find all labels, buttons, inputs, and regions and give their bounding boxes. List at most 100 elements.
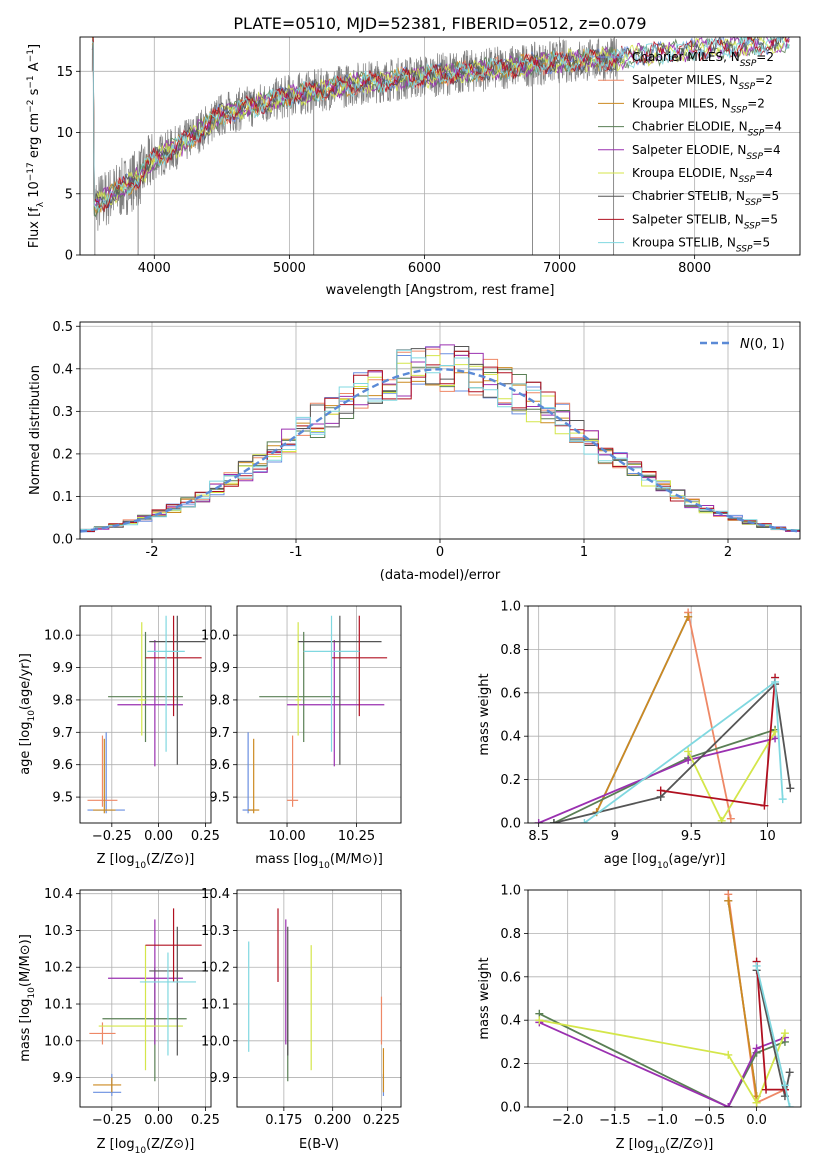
y-tick-label: 10.2 bbox=[201, 961, 230, 976]
y-tick-label: 10.1 bbox=[44, 998, 73, 1013]
plot-area-age_vs_Z bbox=[87, 615, 206, 814]
errorbar-point-6 bbox=[98, 945, 183, 1071]
x-tick-label: 9 bbox=[611, 829, 619, 844]
weight-marker bbox=[726, 814, 735, 823]
y-tick-label: 0.1 bbox=[52, 490, 73, 505]
legend-label: Salpeter MILES, NSSP=2 bbox=[632, 73, 773, 92]
ticks-weight_vs_Z: −2.0 −1.5 −1.0 −0.5 0.0 0.0 0.2 0.4 0.6 0.8 1.0 bbox=[500, 884, 767, 1129]
plot-area-weight_vs_Z bbox=[535, 890, 794, 1107]
y-tick-label: 9.5 bbox=[52, 791, 73, 806]
x-tick-label: 0.225 bbox=[363, 1113, 400, 1128]
x-tick-label: 10.25 bbox=[338, 829, 375, 844]
axes-age_vs_mass: 10.00 10.25 9.5 9.6 9.7 9.8 9.9 10.0 mass [log10… bbox=[201, 605, 402, 871]
ticks-mass_vs_Z: −0.25 0.00 0.25 9.9 10.0 10.1 10.2 10.3 10.4 bbox=[44, 887, 220, 1128]
y-tick-label: 0.4 bbox=[500, 730, 521, 745]
x-tick-label: −1.5 bbox=[599, 1113, 631, 1128]
weight-series-6 bbox=[684, 727, 780, 823]
x-tick-label: -2 bbox=[146, 545, 159, 560]
weight-marker bbox=[780, 1081, 789, 1090]
weight-series-2 bbox=[684, 608, 735, 823]
plot-area-age_vs_mass bbox=[242, 615, 388, 814]
y-axis-label: Flux [fλ 10−17 erg cm−2 s−1 A−1] bbox=[26, 44, 46, 248]
legend-label: Chabrier STELIB, NSSP=5 bbox=[632, 189, 779, 208]
weight-series-5 bbox=[534, 734, 780, 823]
legend: N(0, 1) bbox=[700, 337, 785, 352]
errorbar-point-5 bbox=[287, 640, 385, 767]
x-tick-label: 8000 bbox=[678, 261, 711, 276]
axes-frame bbox=[527, 605, 802, 824]
y-tick-label: 0.8 bbox=[500, 643, 521, 658]
errorbar-point-7 bbox=[298, 615, 382, 765]
x-tick-label: 4000 bbox=[138, 261, 171, 276]
y-tick-label: 9.6 bbox=[52, 758, 73, 773]
y-tick-label: 9.7 bbox=[52, 726, 73, 741]
residual-histogram-8 bbox=[80, 350, 800, 532]
weight-series-3 bbox=[724, 896, 761, 1101]
y-tick-label: 10.4 bbox=[44, 887, 73, 902]
weight-line bbox=[553, 682, 792, 823]
weight-marker bbox=[786, 784, 795, 793]
axes-frame bbox=[79, 889, 212, 1108]
model-spectrum-8 bbox=[92, 37, 790, 213]
axes-frame bbox=[79, 321, 801, 540]
ticks-age_vs_mass: 10.00 10.25 9.5 9.6 9.7 9.8 9.9 10.0 bbox=[201, 629, 375, 844]
errorbar-point-7 bbox=[149, 615, 206, 765]
grid-age_vs_mass bbox=[237, 606, 401, 823]
weight-line bbox=[727, 900, 758, 1097]
x-tick-label: -1 bbox=[290, 545, 303, 560]
y-tick-label: 10.4 bbox=[201, 887, 230, 902]
x-tick-label: 6000 bbox=[408, 261, 441, 276]
weight-marker bbox=[762, 1085, 771, 1094]
x-tick-label: 0 bbox=[436, 545, 444, 560]
y-tick-label: 0.3 bbox=[52, 405, 73, 420]
x-tick-label: 0.25 bbox=[191, 829, 220, 844]
y-tick-label: 0.2 bbox=[500, 1057, 521, 1072]
y-tick-label: 10.2 bbox=[44, 961, 73, 976]
plot-area-weight_vs_age bbox=[534, 608, 795, 823]
x-tick-label: 0.175 bbox=[265, 1113, 302, 1128]
weight-marker bbox=[724, 1050, 733, 1059]
gaussian-curve bbox=[80, 368, 798, 533]
y-tick-label: 0.0 bbox=[52, 533, 73, 548]
weight-line bbox=[583, 680, 784, 823]
x-tick-label: 1 bbox=[580, 545, 588, 560]
ticks-weight_vs_age: 8.5 9 9.5 10 0.0 0.2 0.4 0.6 0.8 1.0 bbox=[500, 600, 775, 845]
errorbar-point-2 bbox=[87, 735, 118, 807]
weight-marker bbox=[580, 819, 589, 823]
legend-label: N(0, 1) bbox=[740, 337, 785, 352]
x-tick-label: −0.25 bbox=[92, 1113, 132, 1128]
y-tick-label: 5 bbox=[65, 187, 73, 202]
x-tick-label: 0.200 bbox=[314, 1113, 351, 1128]
weight-marker bbox=[785, 1103, 794, 1107]
x-tick-label: −1.0 bbox=[646, 1113, 678, 1128]
y-tick-label: 1.0 bbox=[500, 884, 521, 899]
y-tick-label: 9.9 bbox=[209, 661, 230, 676]
axes-spectrum: 4000 5000 6000 7000 8000 0 5 10 15 Chabrier MILES… bbox=[26, 36, 801, 298]
model-spectrum-5 bbox=[91, 37, 790, 207]
x-tick-label: −2.0 bbox=[552, 1113, 584, 1128]
model-spectrum-9 bbox=[91, 37, 790, 213]
ticks-spectrum: 4000 5000 6000 7000 8000 0 5 10 15 bbox=[56, 65, 711, 276]
observed-spectrum-line bbox=[91, 37, 618, 231]
errorbar-point-3 bbox=[248, 738, 260, 814]
weight-series-9 bbox=[752, 961, 794, 1107]
x-axis-label: Z [log10(Z/Z⊙)] bbox=[97, 1137, 195, 1156]
y-tick-label: 9.9 bbox=[209, 1071, 230, 1086]
errorbar-point-8 bbox=[331, 615, 388, 717]
weight-line bbox=[553, 728, 776, 823]
y-tick-label: 0.6 bbox=[500, 970, 521, 985]
axes-frame bbox=[79, 36, 801, 256]
y-tick-label: 9.5 bbox=[209, 791, 230, 806]
y-tick-label: 0.5 bbox=[52, 320, 73, 335]
weight-line bbox=[687, 612, 732, 819]
errorbar-point-4 bbox=[108, 631, 183, 743]
weight-series-8 bbox=[656, 673, 780, 810]
weight-series-6 bbox=[535, 1016, 789, 1107]
x-axis-label: mass [log10(M/M⊙)] bbox=[255, 852, 383, 871]
legend: Chabrier MILES, NSSP=2 Salpeter MILES, NS… bbox=[598, 50, 782, 255]
weight-marker bbox=[724, 896, 733, 905]
errorbar-point-1 bbox=[242, 732, 254, 814]
legend-label: Salpeter ELODIE, NSSP=4 bbox=[632, 143, 781, 162]
y-tick-label: 10.0 bbox=[201, 1034, 230, 1049]
